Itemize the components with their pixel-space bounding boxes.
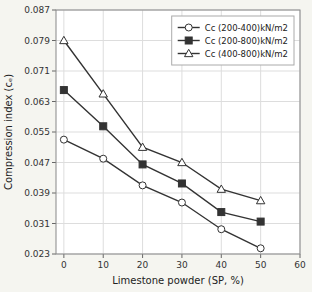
tick-label: 30 xyxy=(176,260,188,270)
data-point xyxy=(138,143,146,150)
plot-frame xyxy=(56,10,300,254)
data-point xyxy=(218,209,225,216)
tick-mark xyxy=(52,101,56,102)
tick-mark xyxy=(300,254,301,258)
legend-box xyxy=(172,16,294,65)
data-point xyxy=(60,136,67,143)
legend-label: Cc (200-800)kN/m2 xyxy=(205,36,288,46)
background xyxy=(0,0,312,292)
grid-line xyxy=(56,101,300,102)
chart: 0 10 20 30 40 50 60 0.023 0.031 0.039 0.047 0.055 0.… xyxy=(0,0,312,292)
series-line xyxy=(64,140,261,249)
tick-mark xyxy=(260,254,261,258)
data-point xyxy=(99,90,107,97)
grid-line xyxy=(56,162,300,163)
data-point xyxy=(60,36,68,43)
x-axis-label: Limestone powder (SP, %) xyxy=(112,275,244,286)
data-point xyxy=(139,161,146,168)
series-group xyxy=(60,36,265,251)
legend-marker xyxy=(185,37,192,44)
data-point xyxy=(100,123,107,130)
tick-mark xyxy=(52,71,56,72)
tick-label: 0.055 xyxy=(24,127,50,137)
tick-label: 0.087 xyxy=(24,5,50,15)
data-point xyxy=(218,226,225,233)
y-axis-label: Compression index (cₑ) xyxy=(3,74,14,190)
legend-marker xyxy=(185,24,192,31)
legend: Cc (200-400)kN/m2 Cc (200-800)kN/m2 Cc (40… xyxy=(172,16,294,65)
grid-line xyxy=(56,193,300,194)
data-point xyxy=(178,158,186,165)
tick-mark xyxy=(181,254,182,258)
tick-mark xyxy=(52,193,56,194)
tick-label: 50 xyxy=(255,260,267,270)
data-point xyxy=(178,180,185,187)
grid-line xyxy=(56,132,300,133)
tick-mark xyxy=(103,254,104,258)
tick-mark xyxy=(52,223,56,224)
tick-mark xyxy=(221,254,222,258)
tick-mark xyxy=(52,162,56,163)
plot-area xyxy=(56,10,300,254)
tick-label: 10 xyxy=(97,260,109,270)
legend-marker xyxy=(185,49,193,56)
tick-mark xyxy=(52,254,56,255)
tick-label: 0.039 xyxy=(24,188,50,198)
tick-label: 0.071 xyxy=(24,66,50,76)
tick-mark xyxy=(52,40,56,41)
tick-label: 0.023 xyxy=(24,249,50,259)
data-point xyxy=(257,218,264,225)
series-line xyxy=(64,90,261,222)
data-point xyxy=(217,185,225,192)
data-point xyxy=(257,245,264,252)
tick-label: 0.079 xyxy=(24,36,50,46)
grid xyxy=(56,10,300,254)
tick-label: 40 xyxy=(216,260,228,270)
tick-mark xyxy=(52,132,56,133)
data-point xyxy=(139,182,146,189)
tick-mark xyxy=(63,254,64,258)
grid-line xyxy=(56,71,300,72)
legend-label: Cc (400-800)kN/m2 xyxy=(205,49,288,59)
legend-label: Cc (200-400)kN/m2 xyxy=(205,23,288,33)
tick-mark xyxy=(142,254,143,258)
data-point xyxy=(100,155,107,162)
tick-label: 60 xyxy=(294,260,306,270)
tick-mark xyxy=(52,10,56,11)
tick-label: 0.063 xyxy=(24,97,50,107)
data-point xyxy=(178,199,185,206)
data-point xyxy=(256,196,264,203)
data-point xyxy=(60,87,67,94)
tick-label: 0 xyxy=(61,260,67,270)
tick-label: 0.047 xyxy=(24,158,50,168)
tick-label: 20 xyxy=(137,260,149,270)
tick-label: 0.031 xyxy=(24,219,50,229)
